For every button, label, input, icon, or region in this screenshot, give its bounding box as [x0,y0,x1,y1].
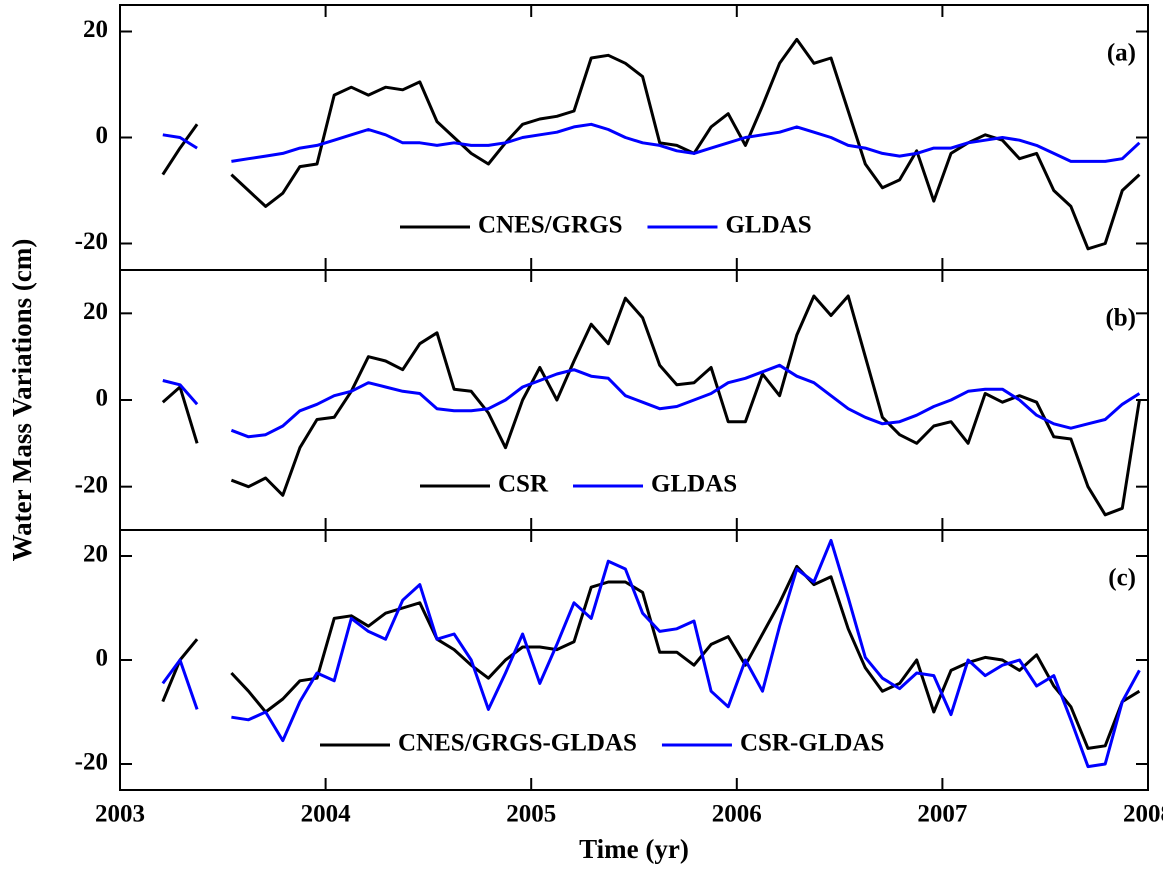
x-tick-label: 2003 [95,801,145,828]
y-tick-label: 20 [83,298,108,325]
x-tick-label: 2007 [917,801,967,828]
x-tick-label: 2008 [1123,801,1163,828]
y-tick-label: 0 [96,122,109,149]
legend-label: CSR [498,471,549,498]
x-tick-label: 2005 [506,801,556,828]
series-line [162,363,1141,439]
y-tick-label: 20 [83,541,108,568]
legend-label: CNES/GRGS [478,212,622,239]
legend-label: CSR-GLDAS [740,730,884,757]
x-tick-label: 2004 [301,801,352,828]
y-tick-label: 0 [96,385,109,412]
y-tick-label: 0 [96,645,109,672]
panel-label: (a) [1107,40,1136,67]
x-axis-title: Time (yr) [579,834,689,864]
series-line [161,37,1141,251]
series-line [161,564,1141,750]
legend-label: GLDAS [725,212,811,239]
series-line [162,122,1141,163]
y-tick-label: 20 [83,16,108,43]
legend-label: GLDAS [651,471,737,498]
series-line [161,538,1141,769]
y-axis-title: Water Mass Variations (cm) [7,239,37,562]
x-tick-label: 2006 [712,801,762,828]
y-tick-label: -20 [75,749,108,776]
panel-label: (c) [1108,565,1136,592]
plot-frame [119,529,1149,791]
y-tick-label: -20 [75,471,108,498]
panel-label: (b) [1105,305,1136,332]
y-tick-label: -20 [75,228,108,255]
legend-label: CNES/GRGS-GLDAS [398,730,637,757]
